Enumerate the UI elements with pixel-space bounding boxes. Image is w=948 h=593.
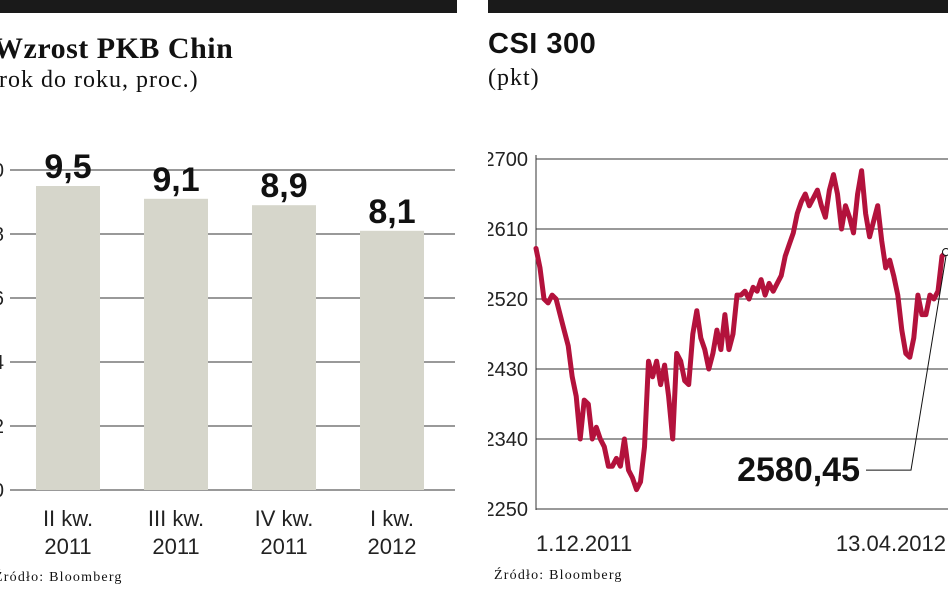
- right-chart-source: Źródło: Bloomberg: [494, 568, 623, 583]
- left-top-bar: [0, 0, 457, 13]
- csi300-line-chart: 2250 2340 2430 2520 2610 2700 2580,45 1.12.20…: [488, 149, 948, 556]
- y-tick-label: 2250: [488, 499, 528, 521]
- x-tick-label: 1.12.2011: [536, 531, 632, 556]
- right-chart-title: CSI 300: [488, 28, 597, 60]
- bar: [360, 230, 424, 491]
- bar-value-label: 9,5: [44, 148, 91, 186]
- gdp-bar-chart: 0 2 4 6 8 10 9,5 9,1 8,9 8,1 II kw. 2011 III kw. 20…: [0, 148, 455, 559]
- y-tick-label: 2520: [488, 289, 528, 311]
- bar: [252, 205, 316, 490]
- last-value-marker: [942, 247, 948, 256]
- x-tick-label: IV kw.: [255, 506, 314, 531]
- y-tick-label: 2610: [488, 219, 528, 241]
- y-tick-label: 8: [0, 224, 4, 246]
- x-tick-label: II kw.: [43, 506, 93, 531]
- y-tick-label: 2430: [488, 359, 528, 381]
- x-tick-label: 2012: [368, 534, 417, 559]
- csi300-series-line: [533, 168, 948, 493]
- y-tick-label: 2700: [488, 149, 528, 171]
- y-tick-label: 6: [0, 288, 4, 310]
- x-tick-label: 13.04.2012: [836, 531, 946, 556]
- bar: [144, 198, 208, 491]
- left-chart-subtitle: (rok do roku, proc.): [0, 67, 199, 93]
- x-tick-label: 2011: [152, 534, 199, 559]
- bar: [36, 186, 100, 490]
- y-tick-label: 2: [0, 416, 4, 438]
- x-tick-label: 2011: [260, 534, 307, 559]
- annotation-leader-line: [866, 255, 947, 471]
- left-chart-title: Wzrost PKB Chin: [0, 32, 234, 65]
- x-tick-label: III kw.: [148, 506, 204, 531]
- right-top-bar: [488, 0, 948, 13]
- x-tick-label: 2011: [44, 534, 91, 559]
- bar-value-label: 8,9: [260, 167, 307, 205]
- y-tick-label: 4: [0, 352, 4, 374]
- x-tick-label: I kw.: [370, 506, 414, 531]
- annotation-value-label: 2580,45: [737, 451, 860, 489]
- y-tick-label: 0: [0, 480, 4, 502]
- bar-value-label: 8,1: [368, 193, 415, 231]
- bar-value-label: 9,1: [152, 161, 199, 199]
- left-chart-source: Źródło: Bloomberg: [0, 570, 123, 585]
- y-tick-label: 10: [0, 160, 4, 182]
- right-chart-subtitle: (pkt): [488, 65, 540, 91]
- y-tick-label: 2340: [488, 429, 528, 451]
